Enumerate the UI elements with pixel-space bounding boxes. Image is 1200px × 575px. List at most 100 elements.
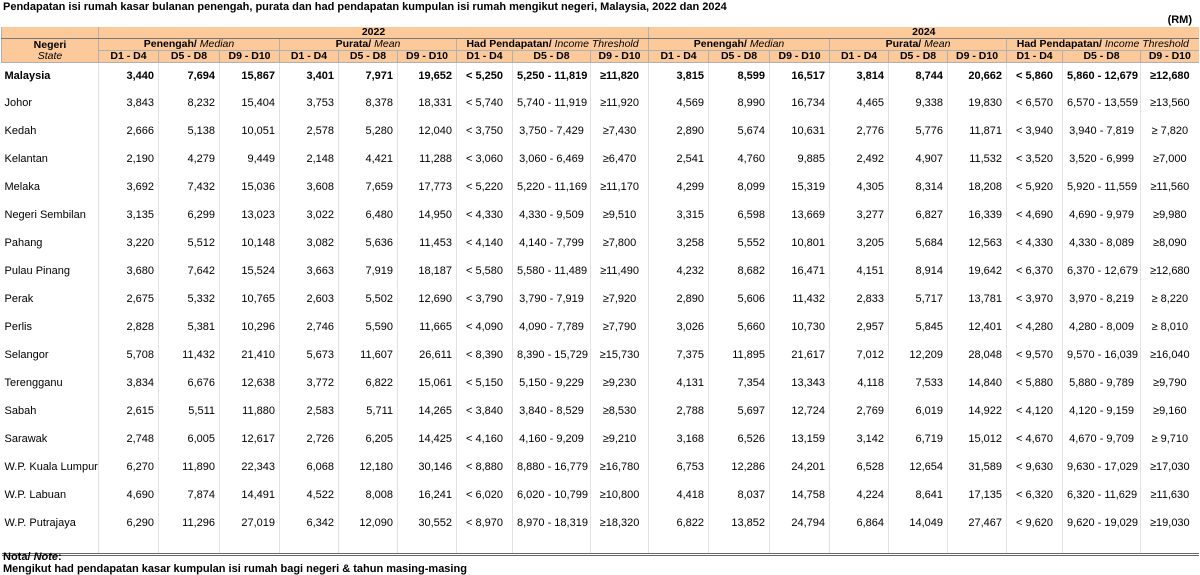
state-cell: Perak xyxy=(4,293,34,305)
table-row: Kedah 2,666 5,138 10,051 2,578 5,280 12,040 < 3… xyxy=(2,117,1199,145)
group-header: Purata/ Mean xyxy=(279,38,457,51)
value-cell: 4,690 - 9,979 xyxy=(1062,201,1141,229)
value-cell: 3,814 xyxy=(829,62,889,89)
value-cell: 7,919 xyxy=(338,257,398,285)
value-cell: 12,690 xyxy=(397,285,457,313)
value-cell: 8,641 xyxy=(888,481,948,509)
value-cell: < 4,330 xyxy=(1006,229,1063,257)
table-row: Terengganu 3,834 6,676 12,638 3,772 6,822 15,0… xyxy=(2,369,1199,397)
value-cell: 12,617 xyxy=(219,425,280,453)
value-cell: 4,330 - 9,509 xyxy=(512,201,591,229)
decile-header: D5 - D8 xyxy=(888,50,948,63)
value-cell: ≥9,980 xyxy=(1140,201,1199,229)
value-cell: 5,552 xyxy=(708,229,770,257)
value-cell: 3,692 xyxy=(98,173,159,201)
value-cell: 5,717 xyxy=(888,285,948,313)
value-cell: 14,425 xyxy=(397,425,457,453)
value-cell: 3,142 xyxy=(829,425,889,453)
value-cell: 9,620 - 19,029 xyxy=(1062,509,1141,556)
group-label-en: Median xyxy=(199,38,235,50)
table-row: Perlis 2,828 5,381 10,296 2,746 5,590 11,665 < … xyxy=(2,313,1199,341)
value-cell: 2,492 xyxy=(829,145,889,173)
value-cell: 6,342 xyxy=(279,509,339,556)
value-cell: ≥ 7,820 xyxy=(1140,117,1199,145)
value-cell: 24,201 xyxy=(769,453,830,481)
value-cell: 11,432 xyxy=(769,285,830,313)
group-label-en: Income Threshold xyxy=(554,38,639,50)
value-cell: 13,159 xyxy=(769,425,830,453)
value-cell: < 4,120 xyxy=(1006,397,1063,425)
value-cell: 16,339 xyxy=(947,201,1007,229)
value-cell: 2,603 xyxy=(279,285,339,313)
group-label-en: Mean xyxy=(924,38,951,50)
group-label-en: Mean xyxy=(374,38,401,50)
value-cell: 17,773 xyxy=(397,173,457,201)
value-cell: 14,049 xyxy=(888,509,948,556)
value-cell: ≥11,170 xyxy=(589,173,649,201)
value-cell: 5,512 xyxy=(158,229,220,257)
value-cell: 2,890 xyxy=(648,117,709,145)
value-cell: 5,381 xyxy=(158,313,220,341)
value-cell: 5,606 xyxy=(708,285,770,313)
table-row: W.P. Labuan 4,690 7,874 14,491 4,522 8,008 16,… xyxy=(2,481,1199,509)
value-cell: 8,099 xyxy=(708,173,770,201)
group-label-en: Median xyxy=(749,38,785,50)
value-cell: 3,258 xyxy=(648,229,709,257)
state-label-en: State xyxy=(37,49,63,62)
value-cell: 6,480 xyxy=(338,201,398,229)
value-cell: 11,296 xyxy=(158,509,220,556)
value-cell: 14,758 xyxy=(769,481,830,509)
value-cell: < 5,880 xyxy=(1006,369,1063,397)
state-cell: W.P. Labuan xyxy=(4,489,67,501)
value-cell: 3,834 xyxy=(98,369,159,397)
value-cell: 13,023 xyxy=(219,201,280,229)
value-cell: 11,871 xyxy=(947,117,1007,145)
value-cell: 10,765 xyxy=(219,285,280,313)
value-cell: 4,305 xyxy=(829,173,889,201)
value-cell: 6,020 - 10,799 xyxy=(512,481,591,509)
value-cell: 28,048 xyxy=(947,341,1007,369)
value-cell: 27,019 xyxy=(219,509,280,556)
decile-header: D5 - D8 xyxy=(708,50,770,63)
value-cell: 9,885 xyxy=(769,145,830,173)
title: Pendapatan isi rumah kasar bulanan penen… xyxy=(3,1,727,13)
value-cell: 3,135 xyxy=(98,201,159,229)
value-cell: 11,890 xyxy=(158,453,220,481)
table-row: Melaka 3,692 7,432 15,036 3,608 7,659 17,773 < … xyxy=(2,173,1199,201)
value-cell: 3,440 xyxy=(98,62,159,89)
value-cell: 3,082 xyxy=(279,229,339,257)
state-label: Negeri xyxy=(33,38,67,51)
value-cell: 6,526 xyxy=(708,425,770,453)
value-cell: 3,940 - 7,819 xyxy=(1062,117,1141,145)
group-label: Purata/ xyxy=(335,38,372,50)
state-cell: Sarawak xyxy=(4,433,48,445)
group-header: Had Pendapatan/ Income Threshold xyxy=(1006,38,1199,51)
value-cell: 5,920 - 11,559 xyxy=(1062,173,1141,201)
value-cell: ≥10,800 xyxy=(589,481,649,509)
value-cell: 12,563 xyxy=(947,229,1007,257)
header-row: Negeri State Penengah/ Median Purata/ Mean H… xyxy=(1,38,1199,63)
value-cell: 2,788 xyxy=(648,397,709,425)
value-cell: 2,675 xyxy=(98,285,159,313)
value-cell: 5,684 xyxy=(888,229,948,257)
value-cell: 4,160 - 9,209 xyxy=(512,425,591,453)
table-row: Pulau Pinang 3,680 7,642 15,524 3,663 7,919 18… xyxy=(2,257,1199,285)
value-cell: 12,401 xyxy=(947,313,1007,341)
value-cell: 6,676 xyxy=(158,369,220,397)
value-cell: 9,338 xyxy=(888,89,948,117)
decile-header: D1 - D4 xyxy=(829,50,889,63)
value-cell: 10,801 xyxy=(769,229,830,257)
value-cell: ≥13,560 xyxy=(1140,89,1199,117)
table-row: Sarawak 2,748 6,005 12,617 2,726 6,205 14,425 <… xyxy=(2,425,1199,453)
value-cell: 10,051 xyxy=(219,117,280,145)
value-cell: < 9,630 xyxy=(1006,453,1063,481)
value-cell: 6,864 xyxy=(829,509,889,556)
table-row: Malaysia 3,440 7,694 15,867 3,401 7,971 19,652… xyxy=(2,62,1199,89)
value-cell: ≥9,230 xyxy=(589,369,649,397)
value-cell: 19,830 xyxy=(947,89,1007,117)
value-cell: 19,652 xyxy=(397,62,457,89)
value-cell: 8,744 xyxy=(888,62,948,89)
value-cell: 6,570 - 13,559 xyxy=(1062,89,1141,117)
value-cell: 11,895 xyxy=(708,341,770,369)
